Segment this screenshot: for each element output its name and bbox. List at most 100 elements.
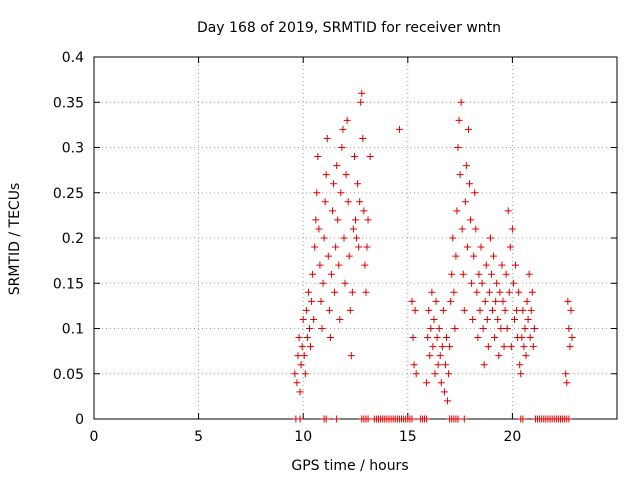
grid (94, 57, 617, 419)
data-point (460, 306, 468, 314)
data-point (530, 325, 538, 332)
data-point (428, 288, 436, 296)
data-point (523, 297, 531, 305)
data-point (490, 252, 498, 260)
data-point (448, 270, 456, 278)
data-point (458, 225, 466, 233)
data-point (339, 125, 347, 133)
data-point (515, 288, 523, 296)
data-point (322, 171, 330, 179)
data-point (320, 234, 328, 242)
data-point (566, 343, 574, 351)
data-point (494, 315, 502, 323)
data-point (307, 343, 315, 351)
data-point (352, 216, 359, 224)
data-point (395, 125, 403, 133)
data-point (333, 162, 341, 170)
data-point (358, 89, 366, 97)
data-point (328, 207, 336, 215)
data-point (491, 334, 499, 342)
data-point (363, 243, 371, 251)
data-point (337, 189, 345, 197)
data-point (521, 325, 529, 332)
data-point (512, 261, 520, 269)
data-point (519, 306, 527, 314)
data-point (468, 279, 476, 287)
y-tick-label: 0.1 (62, 322, 84, 338)
data-point (338, 144, 346, 151)
data-point (486, 234, 494, 242)
data-point (452, 252, 460, 260)
data-point (506, 243, 514, 251)
data-point (503, 325, 511, 332)
data-point (464, 125, 472, 133)
data-point (472, 225, 480, 233)
data-point (446, 343, 454, 351)
data-point (361, 261, 369, 269)
data-point (295, 334, 303, 342)
x-tick-label: 20 (503, 429, 521, 445)
data-point (302, 306, 310, 314)
data-point (509, 279, 517, 287)
data-point (510, 315, 518, 323)
data-point (456, 171, 464, 179)
data-point (431, 370, 439, 378)
data-point (350, 153, 358, 161)
data-point (444, 397, 452, 405)
data-point (504, 207, 512, 215)
data-point (451, 325, 459, 332)
data-point (434, 361, 442, 369)
data-points (291, 89, 576, 423)
data-point (455, 116, 463, 124)
data-point (478, 279, 486, 287)
data-point (424, 334, 432, 342)
x-tick-label: 15 (399, 429, 417, 445)
data-point (429, 343, 437, 351)
data-point (349, 225, 357, 233)
data-point (423, 415, 431, 423)
data-point (327, 270, 335, 278)
data-point (423, 379, 431, 387)
data-point (355, 243, 363, 251)
data-point (525, 270, 533, 278)
data-point (527, 306, 535, 314)
data-point (426, 352, 434, 360)
data-point (296, 388, 304, 396)
data-point (314, 153, 322, 161)
data-point (308, 297, 316, 305)
data-point (466, 180, 474, 188)
data-point (340, 234, 348, 242)
data-point (334, 216, 342, 224)
data-point (480, 361, 488, 369)
data-point (485, 288, 493, 296)
data-point (296, 415, 304, 423)
data-point (461, 198, 469, 206)
data-point (318, 325, 326, 332)
data-point (360, 207, 368, 215)
data-point (484, 343, 492, 351)
data-point (473, 288, 481, 296)
data-point (440, 388, 448, 396)
data-point (356, 198, 364, 206)
data-point (335, 261, 343, 269)
data-point (411, 306, 419, 314)
data-point (508, 225, 516, 233)
data-point (357, 98, 365, 106)
data-point (565, 325, 573, 332)
y-tick-label: 0.15 (53, 276, 84, 292)
data-point (294, 352, 302, 360)
data-point (519, 415, 527, 423)
y-tick-label: 0.4 (62, 50, 84, 66)
data-point (462, 162, 470, 170)
data-point (482, 261, 490, 269)
x-tick-label: 10 (294, 429, 312, 445)
data-point (449, 234, 457, 242)
data-point (298, 343, 306, 351)
data-point (366, 153, 374, 161)
data-point (300, 352, 308, 360)
data-point (516, 361, 524, 369)
data-point (564, 297, 572, 305)
data-point (303, 334, 311, 342)
data-point (450, 288, 458, 296)
